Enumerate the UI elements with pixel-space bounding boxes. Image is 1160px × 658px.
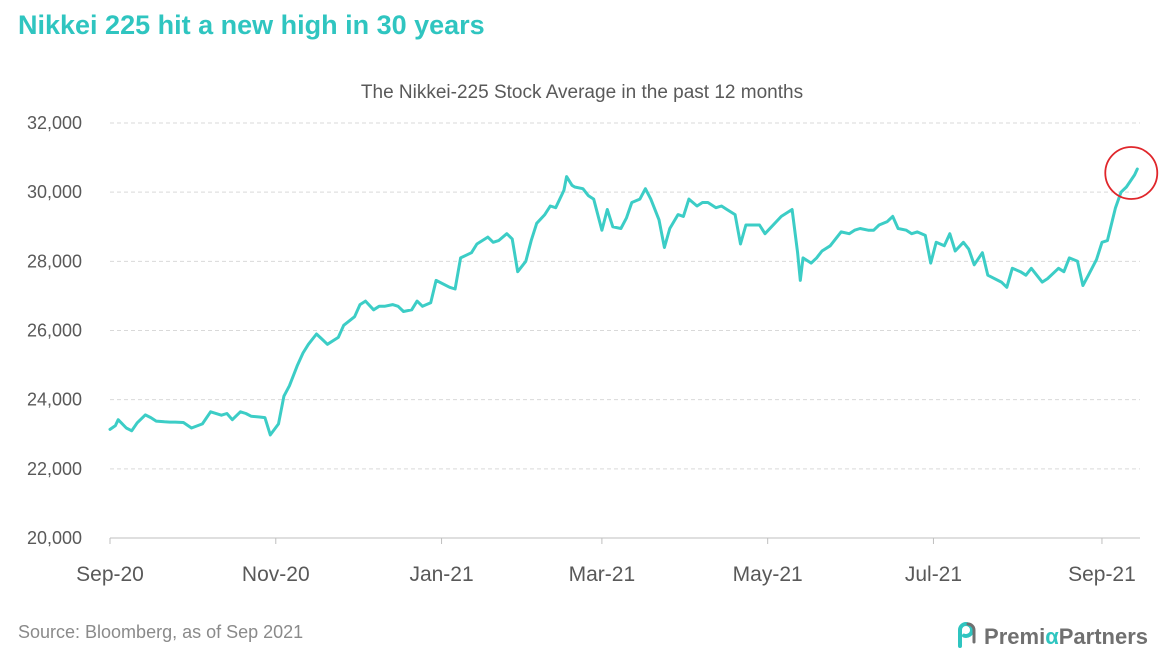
x-tick-label: Mar-21	[569, 563, 636, 586]
series-line	[108, 167, 1139, 437]
x-tick-label: May-21	[733, 563, 803, 586]
x-tick-label: Jan-21	[409, 563, 473, 586]
y-tick-label: 22,000	[27, 459, 82, 479]
brand-alpha: α	[1045, 624, 1059, 649]
x-tick-label: Sep-20	[76, 563, 144, 586]
brand-logo: Premi α Partners	[954, 620, 1148, 654]
y-tick-label: 26,000	[27, 321, 82, 341]
brand-text-start: Premi	[984, 624, 1046, 649]
y-tick-label: 30,000	[27, 182, 82, 202]
chart-title: The Nikkei-225 Stock Average in the past…	[361, 82, 803, 103]
brand-text-end: Partners	[1058, 624, 1148, 649]
x-axis: Sep-20 Nov-20 Jan-21 Mar-21 May-21 Jul-21 Sep-…	[76, 538, 1136, 586]
y-tick-label: 32,000	[27, 113, 82, 133]
highlight-circle	[1104, 146, 1159, 200]
y-tick-label: 24,000	[27, 390, 82, 410]
y-tick-label: 28,000	[27, 251, 82, 271]
y-tick-label: 20,000	[27, 528, 82, 548]
x-tick-label: Sep-21	[1068, 563, 1136, 586]
y-axis: 20,000 22,000 24,000 26,000 28,000 30,000 32,0…	[27, 113, 82, 548]
line-chart: The Nikkei-225 Stock Average in the past…	[27, 82, 1159, 586]
premia-logo-icon	[954, 620, 980, 654]
source-note: Source: Bloomberg, as of Sep 2021	[18, 622, 304, 642]
x-tick-label: Nov-20	[242, 563, 310, 586]
highlight-group	[1104, 146, 1159, 200]
gridlines	[110, 122, 1140, 539]
headline: Nikkei 225 hit a new high in 30 years	[18, 10, 485, 40]
series-group	[108, 167, 1139, 437]
x-tick-label: Jul-21	[905, 563, 962, 586]
